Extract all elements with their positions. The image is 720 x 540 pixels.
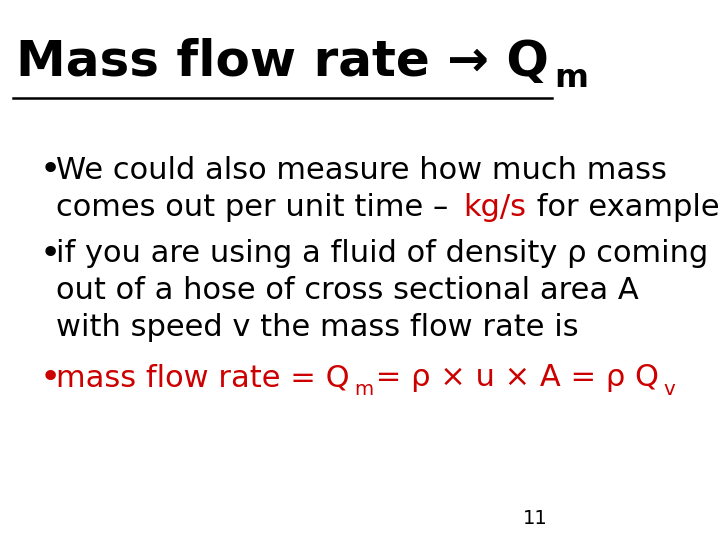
Text: for example: for example: [527, 193, 719, 222]
Text: m: m: [355, 380, 374, 400]
Text: •: •: [40, 153, 60, 187]
Text: •: •: [40, 237, 60, 271]
Text: = ρ × u × A = ρ Q: = ρ × u × A = ρ Q: [366, 363, 659, 393]
Text: m: m: [554, 63, 588, 94]
Text: with speed v the mass flow rate is: with speed v the mass flow rate is: [56, 313, 579, 342]
Text: •: •: [40, 361, 60, 395]
Text: mass flow rate = Q: mass flow rate = Q: [56, 363, 350, 393]
Text: Mass flow rate → Q: Mass flow rate → Q: [16, 38, 549, 86]
Text: comes out per unit time –: comes out per unit time –: [56, 193, 459, 222]
Text: kg/s: kg/s: [463, 193, 526, 222]
Text: v: v: [664, 380, 675, 400]
Text: out of a hose of cross sectional area A: out of a hose of cross sectional area A: [56, 276, 639, 305]
Text: 11: 11: [523, 509, 548, 528]
Text: if you are using a fluid of density ρ coming: if you are using a fluid of density ρ co…: [56, 239, 708, 268]
Text: We could also measure how much mass: We could also measure how much mass: [56, 156, 667, 185]
